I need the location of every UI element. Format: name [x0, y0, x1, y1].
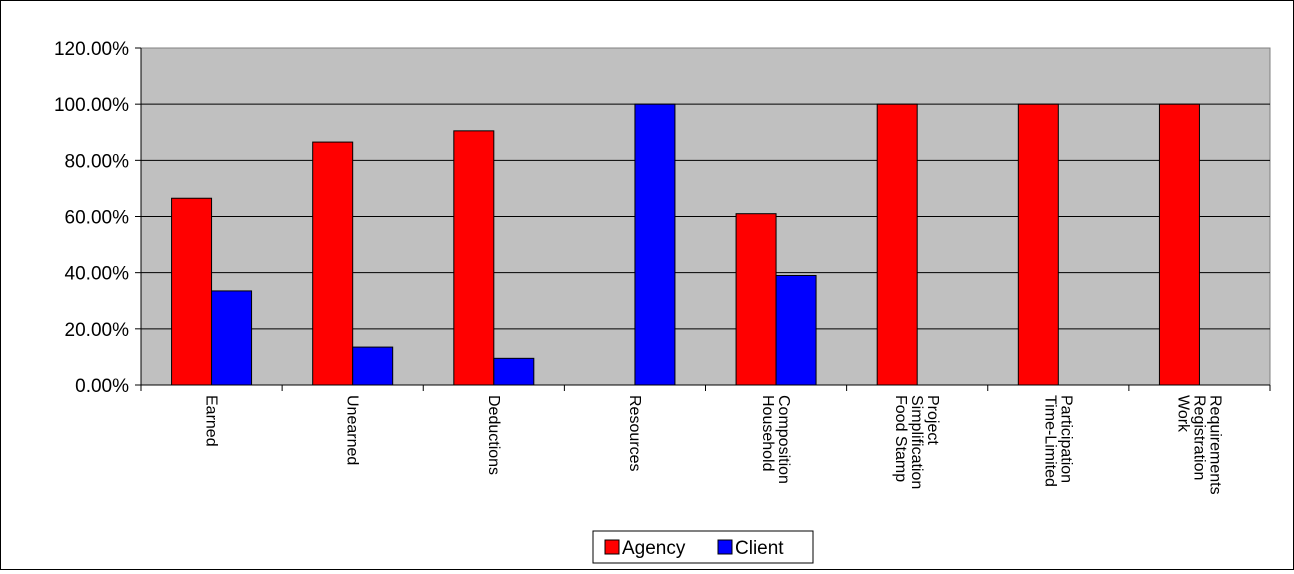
- x-category-label-line: Unearned: [344, 395, 361, 465]
- bar-agency: [1158, 103, 1200, 386]
- bar-agency: [312, 141, 354, 386]
- bar-agency: [453, 130, 495, 386]
- bar-client: [775, 274, 817, 386]
- y-tick-label: 120.00%: [54, 39, 129, 60]
- bar-client: [493, 357, 535, 386]
- x-category-label-line: Composition: [775, 395, 792, 484]
- y-tick-label: 80.00%: [65, 151, 130, 172]
- y-tick-label: 60.00%: [65, 208, 130, 229]
- bar-client: [352, 346, 394, 386]
- y-tick-label: 40.00%: [65, 264, 130, 285]
- x-axis: Earned Unearned Deductions Resources Househo…: [140, 384, 1271, 495]
- x-category-label-line: Participation: [1057, 395, 1074, 483]
- x-category-label-line: Registration: [1190, 395, 1207, 480]
- legend-swatch-agency: [604, 539, 620, 555]
- bar-agency: [1017, 103, 1059, 386]
- x-category-label: Time-Limited Participation: [1041, 395, 1074, 487]
- bar-agency: [171, 197, 213, 386]
- x-category-label: Household Composition: [759, 395, 792, 484]
- bar-agency: [876, 103, 918, 386]
- x-category-label: Deductions: [485, 395, 502, 475]
- x-category-label: Food Stamp Simplification Project: [892, 395, 941, 489]
- legend: Agency Client: [592, 530, 814, 564]
- bar-client: [211, 290, 253, 386]
- x-category-label-line: Resources: [626, 395, 643, 471]
- x-category-label-line: Simplification: [908, 395, 925, 489]
- x-category-label-line: Deductions: [485, 395, 502, 475]
- legend-label-client: Client: [735, 538, 784, 559]
- bar-client: [634, 103, 676, 386]
- x-category-label-line: Work: [1174, 395, 1191, 433]
- y-axis: 0.00% 20.00% 40.00% 60.00% 80.00% 100.00% 120.…: [54, 39, 142, 397]
- x-category-label-line: Earned: [203, 395, 220, 447]
- x-category-label: Unearned: [344, 395, 361, 465]
- x-category-label-line: Project: [924, 395, 941, 445]
- x-category-label-line: Requirements: [1206, 395, 1223, 495]
- x-category-label-line: Household: [759, 395, 776, 472]
- bars: [171, 103, 1200, 386]
- legend-swatch-client: [717, 539, 733, 555]
- bar-agency: [735, 213, 777, 386]
- x-category-label: Resources: [626, 395, 643, 471]
- x-category-label-line: Time-Limited: [1041, 395, 1058, 487]
- y-tick-label: 0.00%: [75, 376, 129, 397]
- y-tick-label: 20.00%: [65, 320, 130, 341]
- legend-label-agency: Agency: [622, 538, 686, 559]
- legend-box: [592, 530, 814, 564]
- x-category-label: Earned: [203, 395, 220, 447]
- y-tick-label: 100.00%: [54, 95, 129, 116]
- x-category-label: Work Registration Requirements: [1174, 395, 1223, 495]
- x-category-label-line: Food Stamp: [892, 395, 909, 482]
